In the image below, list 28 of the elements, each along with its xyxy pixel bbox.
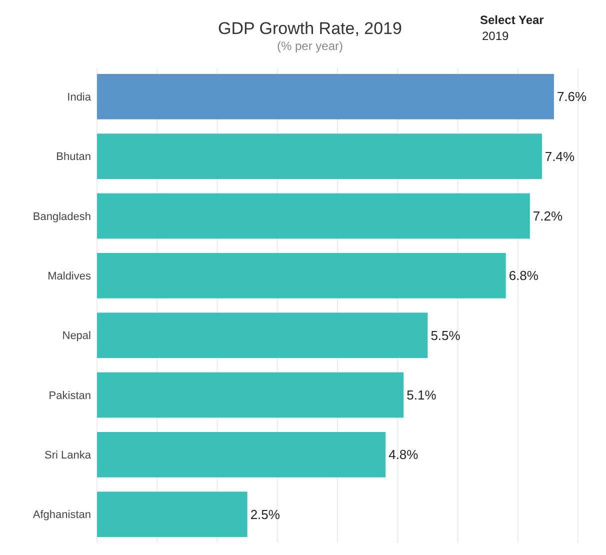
data-label: 4.8% <box>388 447 419 462</box>
data-label: 7.6% <box>556 89 588 104</box>
text: 2019 <box>482 29 510 43</box>
y-tick-label: Nepal <box>62 330 91 342</box>
y-tick-label: Bhutan <box>56 151 91 164</box>
bar <box>97 492 248 538</box>
text: Select Year <box>480 13 544 27</box>
bar <box>97 372 404 418</box>
data-label: 6.8% <box>508 268 539 284</box>
chart-title: GDP Growth Rate, 2019 <box>218 19 402 38</box>
y-tick-label: Sri Lanka <box>44 450 92 462</box>
bar <box>97 74 554 120</box>
y-tick-label: Afghanistan <box>32 509 91 522</box>
y-tick-label: Bangladesh <box>32 210 91 223</box>
bar <box>97 252 506 298</box>
y-tick-label: India <box>67 91 92 104</box>
data-label: 7.2% <box>532 208 563 224</box>
data-label: 2.5% <box>250 506 280 522</box>
data-label: 5.1% <box>406 388 437 403</box>
bar <box>97 193 530 239</box>
y-tick-label: Maldives <box>48 270 92 283</box>
bar <box>97 312 428 358</box>
data-label: 5.5% <box>430 328 461 343</box>
data-label: 7.4% <box>544 148 575 164</box>
bar <box>97 134 542 179</box>
bar <box>97 432 386 478</box>
chart-subtitle: (% per year) <box>276 39 344 53</box>
y-tick-label: Pakistan <box>48 390 91 402</box>
